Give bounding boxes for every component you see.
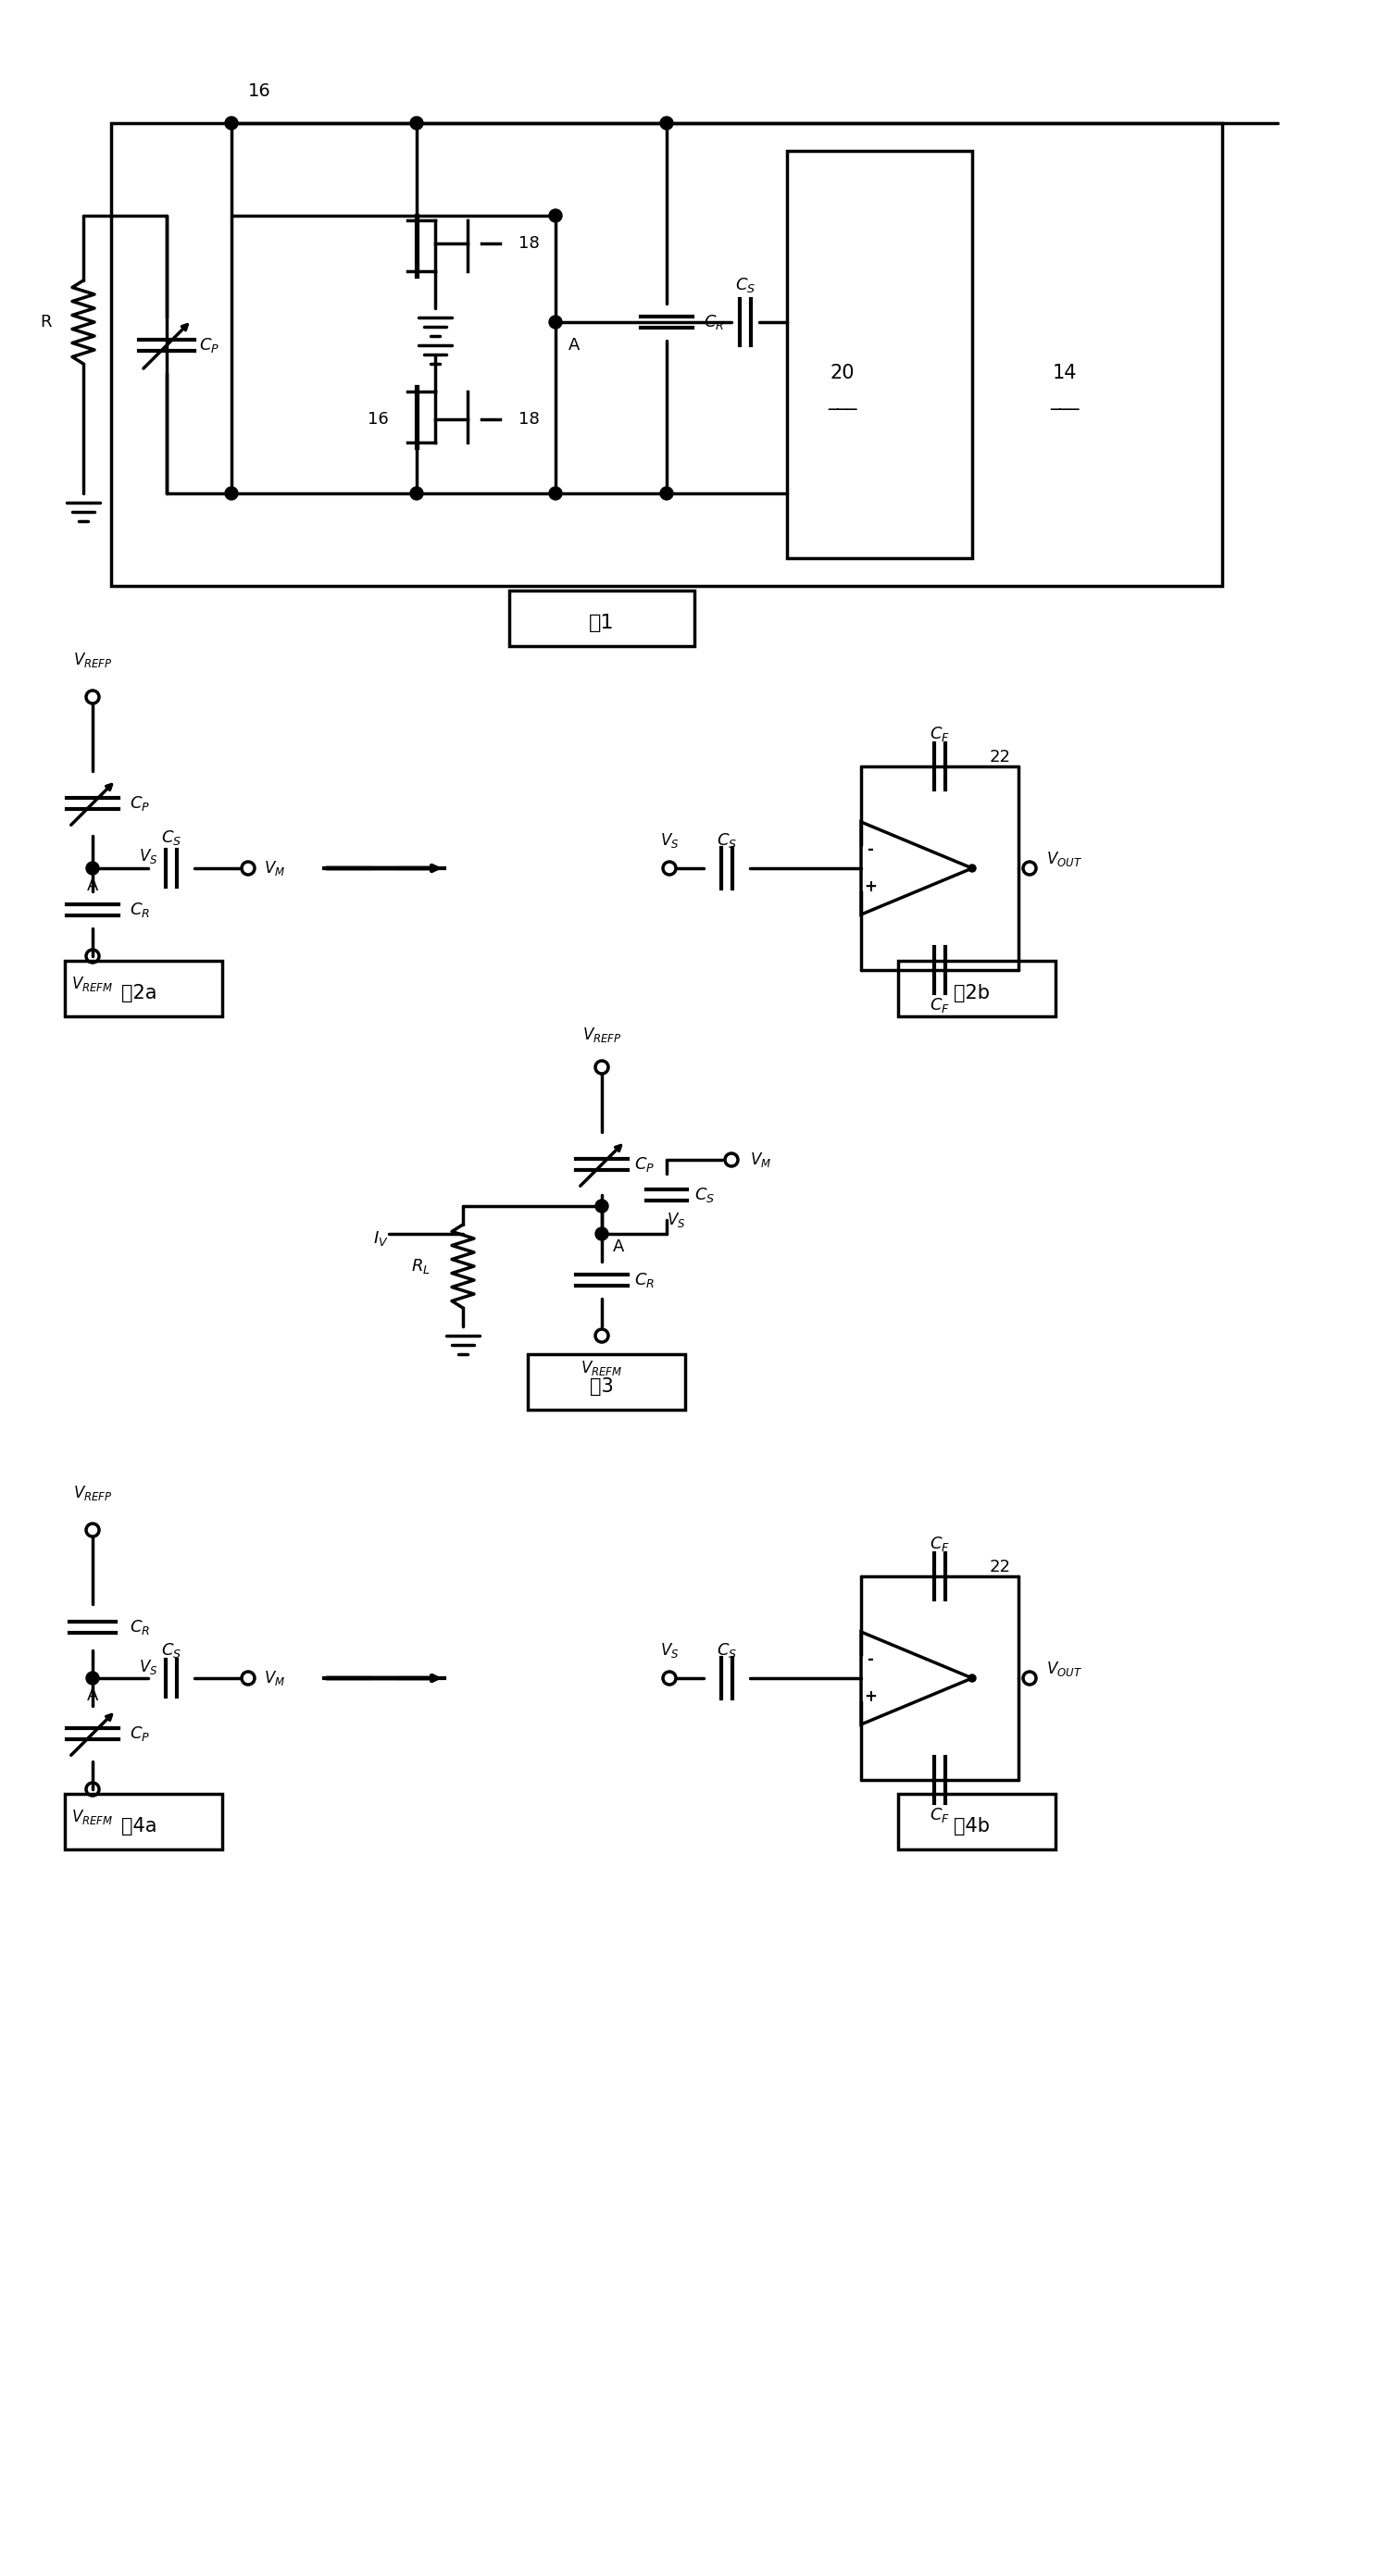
Text: $C_R$: $C_R$ [129, 902, 150, 920]
Text: -: - [867, 1651, 874, 1669]
Text: 22: 22 [989, 1558, 1011, 1577]
Text: $V_M$: $V_M$ [264, 1669, 286, 1687]
Text: $V_{REFM}$: $V_{REFM}$ [71, 974, 114, 994]
Bar [528, 1355, 686, 1409]
Text: $C_P$: $C_P$ [129, 1723, 150, 1744]
Text: ___: ___ [829, 392, 857, 410]
Text: $V_{REFP}$: $V_{REFP}$ [73, 652, 113, 670]
Text: A: A [87, 878, 99, 894]
Text: 18: 18 [518, 234, 540, 252]
Text: $C_P$: $C_P$ [129, 793, 150, 811]
Bar [510, 590, 694, 647]
Text: $V_S$: $V_S$ [139, 1659, 158, 1677]
Circle shape [969, 1674, 976, 1682]
Text: 图4a: 图4a [121, 1816, 157, 1837]
Circle shape [660, 487, 673, 500]
Text: -: - [867, 842, 874, 858]
Text: $C_S$: $C_S$ [717, 832, 736, 850]
Text: $V_{REFP}$: $V_{REFP}$ [73, 1484, 113, 1502]
Circle shape [550, 317, 562, 330]
Text: $C_R$: $C_R$ [129, 1618, 150, 1636]
Bar [899, 1793, 1055, 1850]
Circle shape [225, 487, 238, 500]
Text: +: + [864, 878, 877, 894]
Text: 20: 20 [830, 363, 855, 381]
Circle shape [595, 1226, 609, 1239]
Text: 图4b: 图4b [954, 1816, 991, 1837]
Circle shape [969, 866, 976, 871]
Circle shape [595, 1200, 609, 1213]
Text: 图2a: 图2a [121, 984, 157, 1002]
Text: 18: 18 [518, 412, 540, 428]
Text: 图2b: 图2b [954, 984, 991, 1002]
Bar [65, 961, 223, 1018]
Text: $V_{REFP}$: $V_{REFP}$ [583, 1025, 621, 1043]
Text: $V_{OUT}$: $V_{OUT}$ [1046, 1659, 1083, 1677]
Text: $C_P$: $C_P$ [635, 1154, 655, 1175]
Circle shape [550, 487, 562, 500]
Text: +: + [864, 1687, 877, 1705]
Text: $I_V$: $I_V$ [374, 1229, 389, 1247]
Text: $C_R$: $C_R$ [635, 1270, 655, 1291]
Text: $V_S$: $V_S$ [666, 1211, 686, 1229]
Text: R: R [40, 314, 52, 330]
Text: 16: 16 [247, 82, 271, 100]
Text: A: A [569, 337, 580, 353]
Circle shape [87, 1672, 99, 1685]
Text: 图3: 图3 [589, 1378, 614, 1396]
Text: ___: ___ [1050, 392, 1080, 410]
Text: $V_{REFM}$: $V_{REFM}$ [581, 1358, 622, 1378]
Bar [65, 1793, 223, 1850]
Text: $V_{REFM}$: $V_{REFM}$ [71, 1808, 114, 1826]
Text: $V_S$: $V_S$ [660, 832, 679, 850]
Text: A: A [87, 1687, 99, 1705]
Text: $C_P$: $C_P$ [199, 335, 220, 355]
Text: $V_M$: $V_M$ [264, 858, 286, 878]
Circle shape [87, 863, 99, 876]
Text: $R_L$: $R_L$ [411, 1257, 430, 1275]
Text: $V_{OUT}$: $V_{OUT}$ [1046, 850, 1083, 868]
Text: $C_F$: $C_F$ [930, 997, 949, 1015]
Text: $C_F$: $C_F$ [930, 1535, 949, 1553]
Circle shape [550, 209, 562, 222]
Circle shape [660, 116, 673, 129]
Text: $C_R$: $C_R$ [703, 312, 724, 332]
Text: 14: 14 [1052, 363, 1077, 381]
Bar [899, 961, 1055, 1018]
Text: 22: 22 [989, 750, 1011, 765]
Text: $C_S$: $C_S$ [161, 1641, 181, 1659]
Text: 16: 16 [368, 412, 389, 428]
Circle shape [411, 116, 423, 129]
Text: 图1: 图1 [589, 613, 614, 631]
Text: $C_S$: $C_S$ [694, 1185, 714, 1203]
Text: $V_S$: $V_S$ [660, 1641, 679, 1659]
Text: $V_S$: $V_S$ [139, 848, 158, 866]
Text: $C_S$: $C_S$ [735, 276, 756, 294]
Bar [111, 124, 1221, 585]
Circle shape [411, 487, 423, 500]
Text: $C_F$: $C_F$ [930, 1806, 949, 1824]
Text: $C_S$: $C_S$ [161, 829, 181, 848]
Text: A: A [613, 1239, 624, 1255]
Bar [787, 152, 973, 559]
Text: $V_M$: $V_M$ [750, 1151, 771, 1170]
Circle shape [225, 116, 238, 129]
Text: $C_F$: $C_F$ [930, 724, 949, 744]
Text: $C_S$: $C_S$ [717, 1641, 736, 1659]
